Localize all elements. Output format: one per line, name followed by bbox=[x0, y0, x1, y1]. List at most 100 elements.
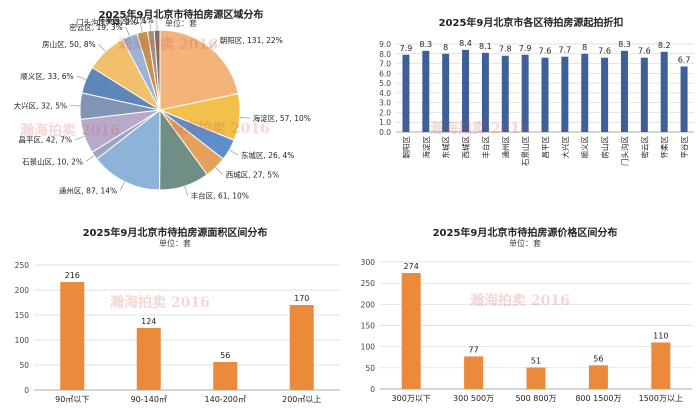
data-label: 8.4 bbox=[459, 39, 472, 48]
bar bbox=[464, 356, 484, 389]
pie-data-label: 朝阳区, 131, 22% bbox=[220, 36, 283, 45]
x-tick-label: 怀柔区 bbox=[659, 136, 669, 159]
x-tick-label: 石景山区 bbox=[520, 136, 530, 166]
y-tick-label: 200 bbox=[361, 300, 376, 309]
pie-leader-line bbox=[184, 186, 188, 196]
x-tick-label: 大兴区 bbox=[560, 136, 570, 159]
pie-data-label: 房山区, 50, 8% bbox=[42, 39, 95, 49]
y-tick-label: 0 bbox=[24, 386, 29, 395]
bar bbox=[289, 305, 314, 390]
x-tick-label: 90㎡以下 bbox=[55, 395, 89, 404]
bar bbox=[588, 365, 608, 389]
discount-bar-svg: 0.01.02.03.04.05.06.07.08.09.0 7.9 朝阳区 8.3 海… bbox=[379, 39, 694, 166]
y-tick-label: 250 bbox=[361, 279, 376, 288]
data-label: 77 bbox=[469, 345, 479, 354]
data-label: 7.7 bbox=[558, 46, 571, 55]
bar bbox=[501, 55, 509, 132]
y-tick-label: 150 bbox=[15, 311, 30, 320]
pie-leader-line bbox=[125, 26, 130, 37]
x-tick-label: 通州区 bbox=[500, 136, 510, 159]
y-tick-label: 4.0 bbox=[379, 89, 391, 98]
y-tick-label: 250 bbox=[15, 261, 30, 270]
y-tick-label: 0 bbox=[370, 385, 375, 394]
data-label: 110 bbox=[653, 331, 668, 340]
bar bbox=[561, 56, 569, 132]
y-tick-label: 50 bbox=[19, 361, 29, 370]
y-tick-label: 2.0 bbox=[379, 108, 391, 117]
chart-title: 2025年9月北京市待拍房源区域分布 bbox=[98, 10, 264, 21]
bar bbox=[601, 57, 609, 132]
x-tick-label: 西城区 bbox=[462, 136, 471, 159]
y-tick-label: 7.0 bbox=[379, 60, 391, 69]
bar bbox=[640, 57, 648, 132]
x-tick-label: 140-200㎡ bbox=[205, 395, 246, 404]
data-label: 7.9 bbox=[519, 44, 532, 53]
pie-data-label: 怀柔区, 8, 1% bbox=[98, 16, 147, 26]
bar bbox=[481, 52, 489, 132]
x-tick-label: 300万以下 bbox=[392, 394, 431, 403]
y-tick-label: 100 bbox=[15, 336, 30, 345]
x-tick-label: 500 800万 bbox=[515, 394, 556, 403]
pie-leader-line bbox=[229, 149, 239, 156]
discount-chart: 2025年9月北京市各区待拍房源起拍折扣 0.0 1.0 2.0 3.0 4.0 5.0 6… bbox=[362, 0, 700, 206]
data-label: 7.8 bbox=[499, 45, 512, 54]
chart-unit: 单位：套 bbox=[165, 19, 197, 28]
bar bbox=[401, 273, 421, 389]
pie-leader-line bbox=[210, 39, 217, 49]
data-label: 8 bbox=[443, 43, 448, 52]
y-tick-label: 9.0 bbox=[379, 40, 391, 49]
x-tick-label: 顺义区 bbox=[581, 136, 590, 159]
pie-leader-line bbox=[215, 167, 223, 175]
data-label: 7.9 bbox=[400, 44, 413, 53]
data-label: 274 bbox=[404, 262, 419, 271]
bar bbox=[521, 54, 529, 132]
pie-leader-line bbox=[139, 22, 143, 33]
x-tick-label: 丰台区 bbox=[480, 136, 490, 159]
chart-title: 2025年9月北京市待拍房源面积区间分布 bbox=[82, 228, 268, 239]
y-tick-label: 6.0 bbox=[379, 69, 391, 78]
price-bar-svg: 0 50 100 150 200 250 300 274 300万以下 77 300 500万 51 5… bbox=[361, 258, 692, 403]
pie-data-label: 东城区, 26, 4% bbox=[241, 150, 294, 160]
data-label: 8 bbox=[582, 43, 587, 52]
y-tick-label: 3.0 bbox=[379, 99, 391, 108]
x-tick-label: 1500万以上 bbox=[639, 394, 683, 403]
pie-data-label: 昌平区, 42, 7% bbox=[19, 136, 72, 145]
pie-data-label: 石景山区, 10, 2% bbox=[22, 156, 83, 166]
bar bbox=[541, 57, 549, 132]
x-tick-label: 门头沟区 bbox=[619, 136, 629, 166]
bar bbox=[660, 51, 668, 133]
x-tick-label: 朝阳区 bbox=[402, 136, 411, 159]
pie-data-label: 门头沟区, 13, 2% bbox=[76, 17, 137, 27]
chart-unit: 单位：套 bbox=[159, 239, 191, 248]
data-label: 7.6 bbox=[539, 47, 552, 56]
data-label: 56 bbox=[593, 354, 603, 363]
area-bar-svg: 0 50 100 150 200 250 216 90㎡以下 124 90-140㎡ 56 140-2… bbox=[15, 261, 340, 404]
x-tick-label: 东城区 bbox=[441, 136, 451, 159]
bar bbox=[526, 367, 546, 389]
pie-data-label: 密云区, 19, 3% bbox=[69, 22, 122, 32]
pie-data-label: 海淀区, 57, 10% bbox=[253, 113, 311, 123]
data-label: 51 bbox=[531, 356, 541, 365]
pie-leader-line bbox=[119, 181, 125, 191]
data-label: 6.7 bbox=[678, 55, 691, 64]
chart-title: 2025年9月北京市各区待拍房源起拍折扣 bbox=[438, 18, 624, 29]
pie-leader-line bbox=[74, 136, 85, 140]
bar bbox=[442, 53, 450, 132]
pie-leader-line bbox=[76, 75, 87, 81]
bar bbox=[422, 50, 430, 132]
pie-data-label: 丰台区, 61, 10% bbox=[191, 191, 249, 201]
data-label: 8.3 bbox=[618, 40, 631, 49]
pie-leader-line bbox=[149, 20, 152, 31]
y-tick-label: 0.0 bbox=[379, 128, 391, 137]
y-tick-label: 8.0 bbox=[379, 50, 391, 59]
bar bbox=[213, 362, 238, 390]
area-range-chart: 2025年9月北京市待拍房源面积区间分布 单位：套 0 50 100 150 200 25… bbox=[0, 206, 350, 412]
y-tick-label: 50 bbox=[365, 364, 375, 373]
x-tick-label: 密云区 bbox=[639, 136, 649, 159]
data-label: 8.2 bbox=[658, 41, 671, 50]
pie-data-label: 顺义区, 33, 6% bbox=[20, 72, 73, 81]
pie-slice bbox=[159, 29, 239, 111]
price-range-chart: 2025年9月北京市待拍房源价格区间分布 单位：套 0 50 100 150 200 25… bbox=[350, 206, 700, 412]
pie-leader-line bbox=[98, 43, 106, 52]
y-tick-label: 150 bbox=[361, 322, 376, 331]
